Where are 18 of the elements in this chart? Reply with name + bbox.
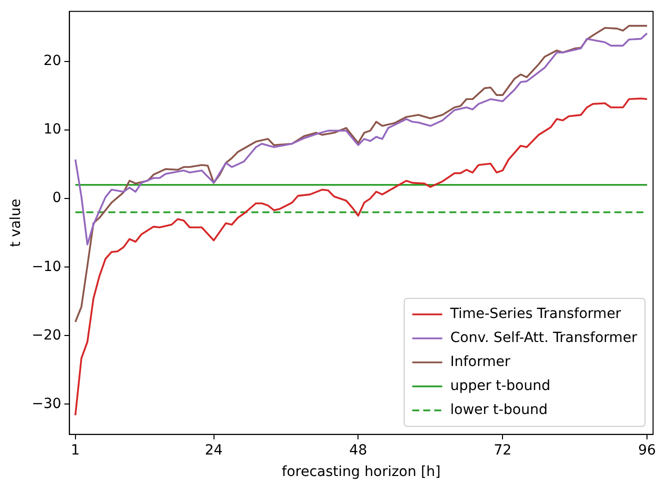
legend-label: upper t-bound [450, 378, 550, 394]
y-tick-label: −30 [32, 396, 62, 412]
y-tick-label: −20 [32, 327, 62, 344]
x-axis-title: forecasting horizon [h] [282, 464, 441, 480]
legend-label: Informer [450, 354, 510, 370]
legend-label: lower t-bound [450, 402, 548, 418]
x-tick-label: 1 [70, 442, 80, 458]
legend-label: Conv. Self-Att. Transformer [450, 330, 638, 346]
x-tick-label: 24 [204, 442, 223, 458]
y-axis-title: t value [8, 198, 24, 247]
x-tick-label: 72 [494, 442, 512, 458]
x-tick-label: 96 [638, 442, 656, 458]
x-tick-label: 48 [349, 442, 368, 458]
y-tick-label: −10 [32, 258, 62, 275]
y-tick-label: 20 [44, 53, 62, 70]
legend-label: Time-Series Transformer [449, 306, 622, 322]
y-tick-label: 10 [44, 122, 62, 138]
y-tick-label: 0 [52, 190, 62, 206]
